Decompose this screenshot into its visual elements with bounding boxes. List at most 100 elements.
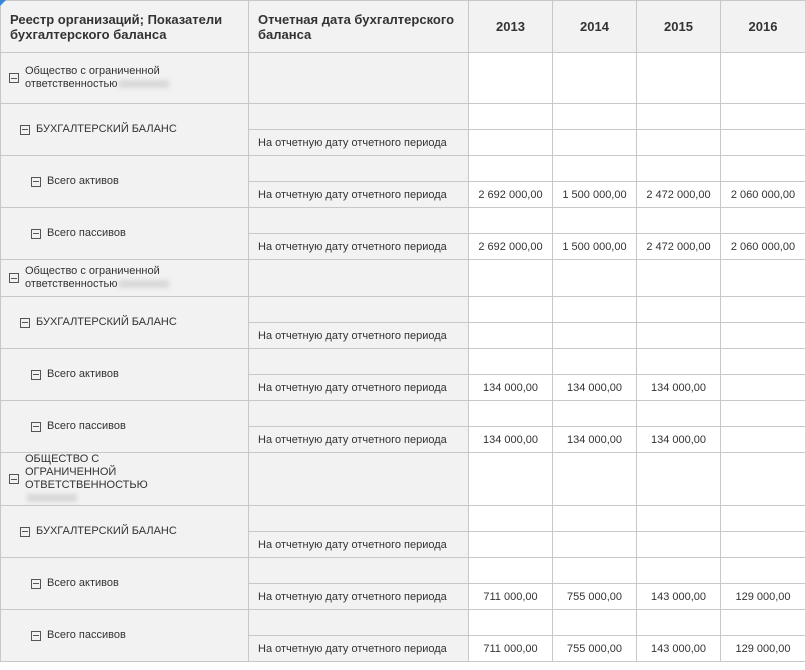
date-cell	[248, 400, 469, 427]
value-cell	[720, 259, 805, 297]
value-cell: 134 000,00	[636, 374, 721, 401]
value-cell: 2 060 000,00	[720, 233, 805, 260]
value-cell	[720, 322, 805, 349]
value-cell	[636, 531, 721, 558]
value-cell	[720, 531, 805, 558]
value-cell: 2 472 000,00	[636, 233, 721, 260]
value-cell	[636, 609, 721, 636]
value-cell	[636, 259, 721, 297]
value-cell	[636, 400, 721, 427]
value-cell	[636, 155, 721, 182]
header-indicator[interactable]: Реестр организаций; Показатели бухгалтер…	[0, 0, 249, 53]
item-row: Всего пассивов	[0, 400, 805, 453]
value-cell: 711 000,00	[468, 635, 553, 662]
value-cell	[552, 129, 637, 156]
value-cell	[552, 155, 637, 182]
item-cell[interactable]: БУХГАЛТЕРСКИЙ БАЛАНС	[0, 296, 249, 349]
tree-label: Всего активов	[47, 175, 119, 187]
value-cell	[552, 52, 637, 104]
value-cell: 711 000,00	[468, 583, 553, 610]
value-cell	[468, 296, 553, 323]
header-date[interactable]: Отчетная дата бухгалтерского баланса	[248, 0, 469, 53]
value-cell	[636, 322, 721, 349]
value-cell	[552, 557, 637, 584]
tree-label: Всего активов	[47, 577, 119, 589]
item-cell[interactable]: Всего пассивов	[0, 609, 249, 662]
collapse-icon[interactable]	[20, 317, 30, 328]
value-cell	[552, 531, 637, 558]
value-cell: 134 000,00	[552, 426, 637, 453]
collapse-icon[interactable]	[31, 176, 41, 187]
value-cell	[720, 348, 805, 375]
header-year[interactable]: 2016	[720, 0, 805, 53]
value-cell	[468, 103, 553, 130]
date-cell: На отчетную дату отчетного периода	[248, 233, 469, 260]
date-cell	[248, 609, 469, 636]
redacted-name	[27, 494, 77, 503]
date-cell	[248, 452, 469, 506]
item-row: Всего активов	[0, 348, 805, 401]
value-cell	[720, 400, 805, 427]
org-row: Общество с ограниченной ответственностью	[0, 259, 805, 297]
value-cell	[552, 296, 637, 323]
collapse-icon[interactable]	[31, 228, 41, 239]
value-cell	[720, 557, 805, 584]
tree-label: БУХГАЛТЕРСКИЙ БАЛАНС	[36, 123, 177, 135]
collapse-icon[interactable]	[9, 273, 19, 283]
date-cell	[248, 505, 469, 532]
collapse-icon[interactable]	[31, 369, 41, 380]
value-cell: 1 500 000,00	[552, 181, 637, 208]
item-cell[interactable]: Всего активов	[0, 557, 249, 610]
value-cell	[552, 322, 637, 349]
value-cell	[720, 155, 805, 182]
header-row: Реестр организаций; Показатели бухгалтер…	[0, 0, 805, 53]
value-cell	[720, 505, 805, 532]
collapse-icon[interactable]	[31, 421, 41, 432]
collapse-icon[interactable]	[20, 124, 30, 135]
item-cell[interactable]: БУХГАЛТЕРСКИЙ БАЛАНС	[0, 505, 249, 558]
date-cell: На отчетную дату отчетного периода	[248, 181, 469, 208]
collapse-icon[interactable]	[31, 578, 41, 589]
org-name: ОБЩЕСТВО С ОГРАНИЧЕННОЙ ОТВЕТСТВЕННОСТЬЮ	[25, 453, 148, 492]
value-cell	[468, 207, 553, 234]
item-cell[interactable]: Всего пассивов	[0, 207, 249, 260]
item-row: БУХГАЛТЕРСКИЙ БАЛАНС	[0, 103, 805, 156]
collapse-icon[interactable]	[9, 474, 19, 484]
item-value-row: На отчетную дату отчетного периода 711 00…	[1, 583, 805, 610]
header-year[interactable]: 2015	[636, 0, 721, 53]
value-cell: 1 500 000,00	[552, 233, 637, 260]
date-cell: На отчетную дату отчетного периода	[248, 374, 469, 401]
value-cell	[468, 452, 553, 506]
org-cell[interactable]: Общество с ограниченной ответственностью	[0, 259, 249, 297]
collapse-icon[interactable]	[9, 73, 19, 83]
item-row: Всего активов	[0, 155, 805, 208]
value-cell	[720, 296, 805, 323]
collapse-icon[interactable]	[31, 630, 41, 641]
value-cell: 143 000,00	[636, 583, 721, 610]
item-value-row: На отчетную дату отчетного периода	[1, 129, 805, 156]
item-row: БУХГАЛТЕРСКИЙ БАЛАНС	[0, 296, 805, 349]
tree-label: Всего пассивов	[47, 227, 126, 239]
value-cell	[720, 52, 805, 104]
item-cell[interactable]: Всего активов	[0, 348, 249, 401]
date-cell: На отчетную дату отчетного периода	[248, 583, 469, 610]
value-cell	[636, 452, 721, 506]
item-cell[interactable]: БУХГАЛТЕРСКИЙ БАЛАНС	[0, 103, 249, 156]
item-value-row: На отчетную дату отчетного периода	[1, 322, 805, 349]
org-cell[interactable]: Общество с ограниченной ответственностью	[0, 52, 249, 104]
value-cell	[636, 207, 721, 234]
value-cell	[636, 103, 721, 130]
value-cell: 143 000,00	[636, 635, 721, 662]
date-cell	[248, 155, 469, 182]
header-year[interactable]: 2014	[552, 0, 637, 53]
item-cell[interactable]: Всего пассивов	[0, 400, 249, 453]
item-cell[interactable]: Всего активов	[0, 155, 249, 208]
header-year[interactable]: 2013	[468, 0, 553, 53]
date-cell: На отчетную дату отчетного периода	[248, 129, 469, 156]
date-cell: На отчетную дату отчетного периода	[248, 322, 469, 349]
org-cell[interactable]: ОБЩЕСТВО С ОГРАНИЧЕННОЙ ОТВЕТСТВЕННОСТЬЮ	[0, 452, 249, 506]
value-cell	[636, 296, 721, 323]
collapse-icon[interactable]	[20, 526, 30, 537]
